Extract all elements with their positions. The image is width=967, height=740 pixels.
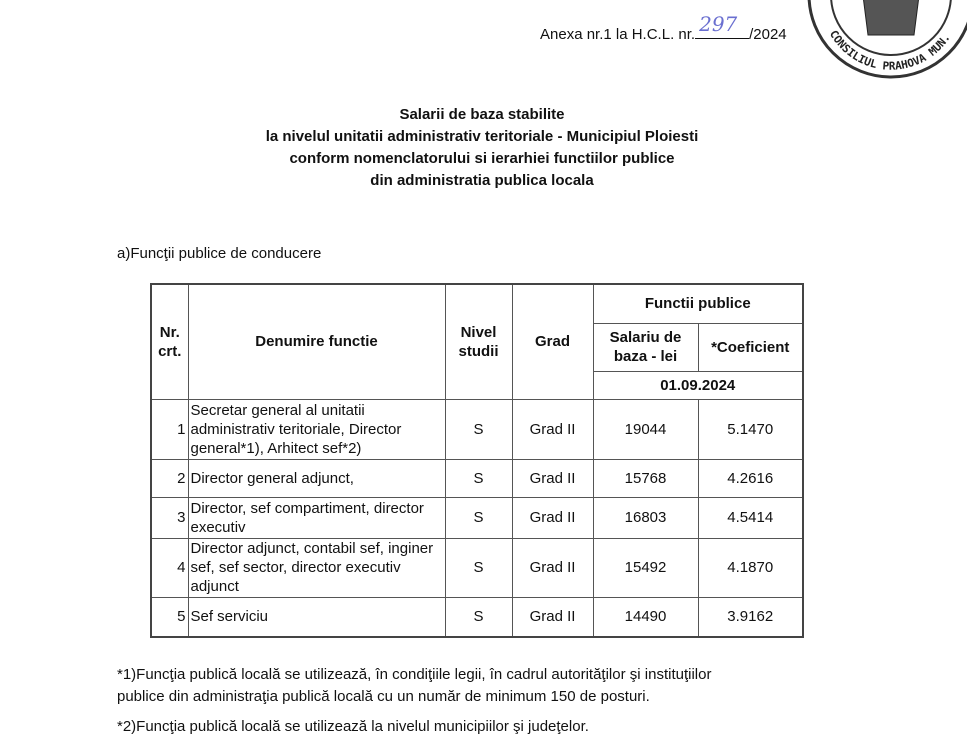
cell-name: Director adjunct, contabil sef, inginer … <box>187 537 446 598</box>
cell-grade: Grad II <box>511 596 594 638</box>
cell-coef: 3.9162 <box>697 596 804 638</box>
title-line: Salarii de baza stabilite <box>399 106 565 123</box>
cell-grade: Grad II <box>511 458 594 498</box>
table-row: 2 Director general adjunct, S Grad II 15768 4… <box>150 458 804 498</box>
header-nr: Nr. crt. <box>150 283 189 400</box>
header-coef: *Coeficient <box>697 322 804 372</box>
cell-studies: S <box>444 496 513 539</box>
official-stamp-icon: CONSILIUL PRAHOVA MUN. <box>807 0 967 79</box>
cell-salary: 16803 <box>592 496 699 539</box>
cell-grade: Grad II <box>511 398 594 460</box>
header-grade: Grad <box>511 283 594 400</box>
cell-studies: S <box>444 537 513 598</box>
cell-studies: S <box>444 596 513 638</box>
document-title: Salarii de baza stabilite la nivelul uni… <box>150 104 814 192</box>
cell-coef: 5.1470 <box>697 398 804 460</box>
cell-nr: 4 <box>150 537 189 598</box>
cell-grade: Grad II <box>511 496 594 539</box>
cell-salary: 15768 <box>592 458 699 498</box>
cell-salary: 14490 <box>592 596 699 638</box>
cell-nr: 5 <box>150 596 189 638</box>
annex-reference: Anexa nr.1 la H.C.L. nr. 297/2024 <box>540 12 787 43</box>
table-row: 1 Secretar general al unitatii administra… <box>150 398 804 460</box>
cell-studies: S <box>444 398 513 460</box>
header-group: Functii publice <box>592 283 804 324</box>
title-line: din administratia publica locala <box>370 172 594 189</box>
header-name: Denumire functie <box>187 283 446 400</box>
table-row: 4 Director adjunct, contabil sef, inginer… <box>150 537 804 598</box>
table-row: 3 Director, sef compartiment, director ex… <box>150 496 804 539</box>
cell-nr: 3 <box>150 496 189 539</box>
table-row: 5 Sef serviciu S Grad II 14490 3.9162 <box>150 596 804 638</box>
title-line: la nivelul unitatii administrativ terito… <box>265 128 699 145</box>
cell-grade: Grad II <box>511 537 594 598</box>
cell-nr: 1 <box>150 398 189 460</box>
cell-name: Sef serviciu <box>187 596 446 638</box>
cell-salary: 19044 <box>592 398 699 460</box>
cell-name: Director, sef compartiment, director exe… <box>187 496 446 539</box>
section-heading: a)Funcţii publice de conducere <box>117 245 322 262</box>
cell-coef: 4.5414 <box>697 496 804 539</box>
header-studies: Nivel studii <box>444 283 513 400</box>
footnote-2: *2)Funcţia publică locală se utilizează … <box>117 718 589 735</box>
title-line: conform nomenclatorului si ierarhiei fun… <box>289 150 675 167</box>
footnote-1: *1)Funcţia publică locală se utilizează,… <box>117 666 712 705</box>
cell-nr: 2 <box>150 458 189 498</box>
annex-prefix: Anexa nr.1 la H.C.L. nr. <box>540 26 696 43</box>
header-salary: Salariu de baza - lei <box>592 322 699 372</box>
hcl-number-field: 297 <box>695 12 750 39</box>
salary-table: Nr. crt. Denumire functie Nivel studii G… <box>150 283 804 638</box>
cell-coef: 4.2616 <box>697 458 804 498</box>
cell-name: Secretar general al unitatii administrat… <box>187 398 446 460</box>
header-date: 01.09.2024 <box>592 370 804 400</box>
cell-salary: 15492 <box>592 537 699 598</box>
cell-name: Director general adjunct, <box>187 458 446 498</box>
annex-suffix: /2024 <box>749 26 787 43</box>
hcl-number-handwritten: 297 <box>699 12 738 36</box>
cell-studies: S <box>444 458 513 498</box>
cell-coef: 4.1870 <box>697 537 804 598</box>
